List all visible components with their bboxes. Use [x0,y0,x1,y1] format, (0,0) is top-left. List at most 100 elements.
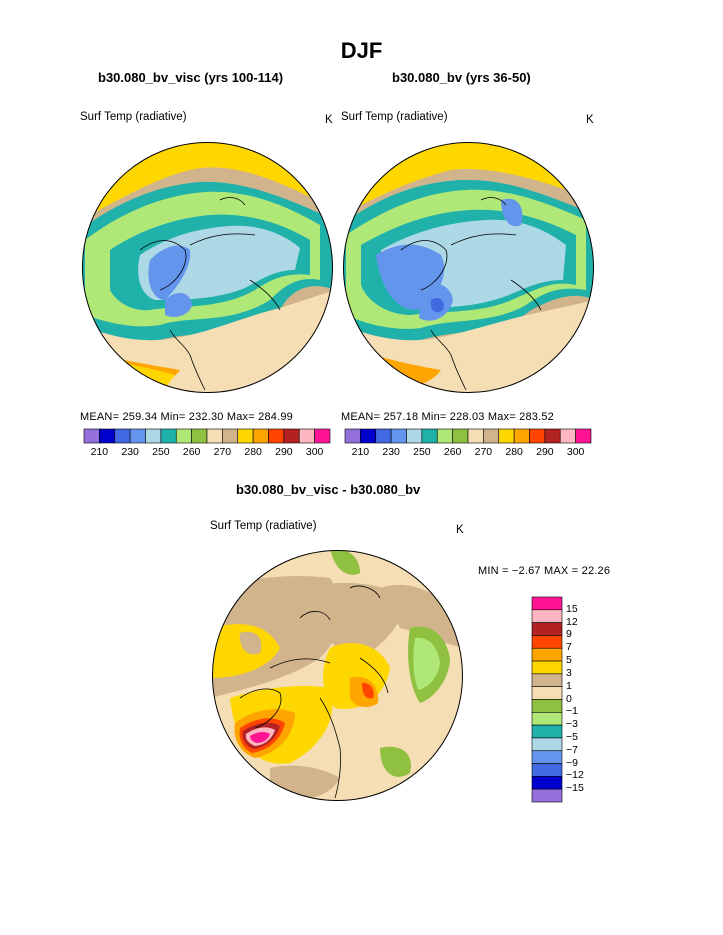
panel2-variable: Surf Temp (radiative) [341,111,448,123]
colorbar-swatch [360,428,377,444]
colorbar-swatch [99,428,116,444]
panel1-colorbar [83,428,331,444]
colorbar-swatch [344,428,361,444]
colorbar-tick-label: −15 [566,782,584,795]
colorbar-tick-label: 9 [566,628,572,641]
colorbar-tick-label: −9 [566,756,578,769]
colorbar-swatch [531,724,563,739]
diff-colorbar [531,596,563,803]
diff-max-value: 22.26 [581,565,611,577]
colorbar-swatch [529,428,546,444]
panel2-colorbar-ticks: 210 230 250 260 270 280 290 300 [345,446,591,460]
panel1-stats: MEAN= 259.34 Min= 232.30 Max= 284.99 [80,411,293,423]
colorbar-tick-label: 290 [275,446,293,458]
colorbar-tick-label: −3 [566,718,578,731]
colorbar-tick-label: 7 [566,641,572,654]
colorbar-tick-label: 270 [474,446,493,458]
colorbar-tick-label: −1 [566,705,578,718]
colorbar-tick-label: 300 [305,446,324,458]
colorbar-tick-label: 250 [152,446,170,458]
colorbar-tick-label: 270 [213,446,232,458]
panel2-colorbar [344,428,592,444]
colorbar-tick-label: −5 [566,730,578,743]
diff-title: b30.080_bv_visc - b30.080_bv [236,482,421,497]
colorbar-swatch [483,428,500,444]
colorbar-tick-label: 230 [382,446,400,458]
panel2-stats: MEAN= 257.18 Min= 228.03 Max= 283.52 [341,411,554,423]
colorbar-swatch [559,428,576,444]
diff-units: K [456,524,464,536]
diff-max-label: MAX = [544,565,579,577]
colorbar-swatch [160,428,177,444]
colorbar-swatch [298,428,315,444]
colorbar-swatch [531,635,563,649]
colorbar-swatch [145,428,162,444]
colorbar-swatch [314,428,331,444]
diff-map [212,550,463,801]
panel1-units: K [325,114,333,126]
colorbar-tick-label: 260 [443,446,462,458]
colorbar-swatch [175,428,192,444]
diff-colorbar-ticks: 15 12 9 7 5 3 1 0 −1 −3 −5 −7 −9 −12 −15 [566,597,606,802]
colorbar-swatch [531,776,563,790]
diff-min-value: −2.67 [511,565,541,577]
figure-title: DJF [340,38,383,63]
colorbar-swatch [531,647,563,662]
colorbar-tick-label: 12 [566,615,578,628]
colorbar-tick-label: 3 [566,666,572,679]
colorbar-swatch [206,428,223,444]
colorbar-swatch [498,428,515,444]
colorbar-swatch [375,428,392,444]
colorbar-swatch [222,428,239,444]
panel1-title: b30.080_bv_visc (yrs 100-114) [98,70,284,85]
colorbar-swatch [531,660,563,675]
colorbar-swatch [531,712,563,726]
colorbar-swatch [531,763,563,777]
colorbar-tick-label: 290 [536,446,554,458]
colorbar-tick-label: 250 [413,446,431,458]
diff-variable: Surf Temp (radiative) [210,520,317,532]
colorbar-swatch [83,428,100,444]
colorbar-swatch [436,428,453,444]
colorbar-swatch [531,788,563,803]
colorbar-swatch [114,428,131,444]
colorbar-swatch [421,428,438,444]
colorbar-tick-label: 280 [244,446,262,458]
colorbar-swatch [531,609,563,623]
colorbar-swatch [237,428,254,444]
colorbar-swatch [452,428,469,444]
colorbar-swatch [531,699,563,713]
colorbar-tick-label: 0 [566,692,572,705]
colorbar-swatch [531,686,563,700]
colorbar-tick-label: 230 [121,446,139,458]
colorbar-swatch [544,428,561,444]
colorbar-swatch [531,596,563,611]
colorbar-tick-label: 300 [566,446,585,458]
colorbar-tick-label: 260 [182,446,201,458]
colorbar-swatch [575,428,592,444]
colorbar-tick-label: 15 [566,602,578,615]
colorbar-swatch [467,428,484,444]
colorbar-swatch [268,428,285,444]
colorbar-tick-label: 210 [90,446,109,458]
colorbar-swatch [513,428,530,444]
colorbar-swatch [129,428,146,444]
panel2-title: b30.080_bv (yrs 36-50) [392,70,531,85]
panel1-map [82,142,333,393]
colorbar-swatch [531,673,563,687]
colorbar-tick-label: −7 [566,743,578,756]
colorbar-tick-label: 5 [566,654,572,667]
colorbar-swatch [531,750,563,764]
colorbar-tick-label: 1 [566,679,572,692]
colorbar-swatch [283,428,300,444]
colorbar-tick-label: −12 [566,769,584,782]
colorbar-swatch [406,428,423,444]
colorbar-swatch [531,622,563,636]
colorbar-swatch [531,737,563,752]
colorbar-swatch [390,428,407,444]
colorbar-tick-label: 280 [505,446,523,458]
panel2-units: K [586,114,594,126]
colorbar-swatch [252,428,269,444]
panel1-variable: Surf Temp (radiative) [80,111,187,123]
diff-min-max: MIN = −2.67 MAX = 22.26 [478,565,610,577]
